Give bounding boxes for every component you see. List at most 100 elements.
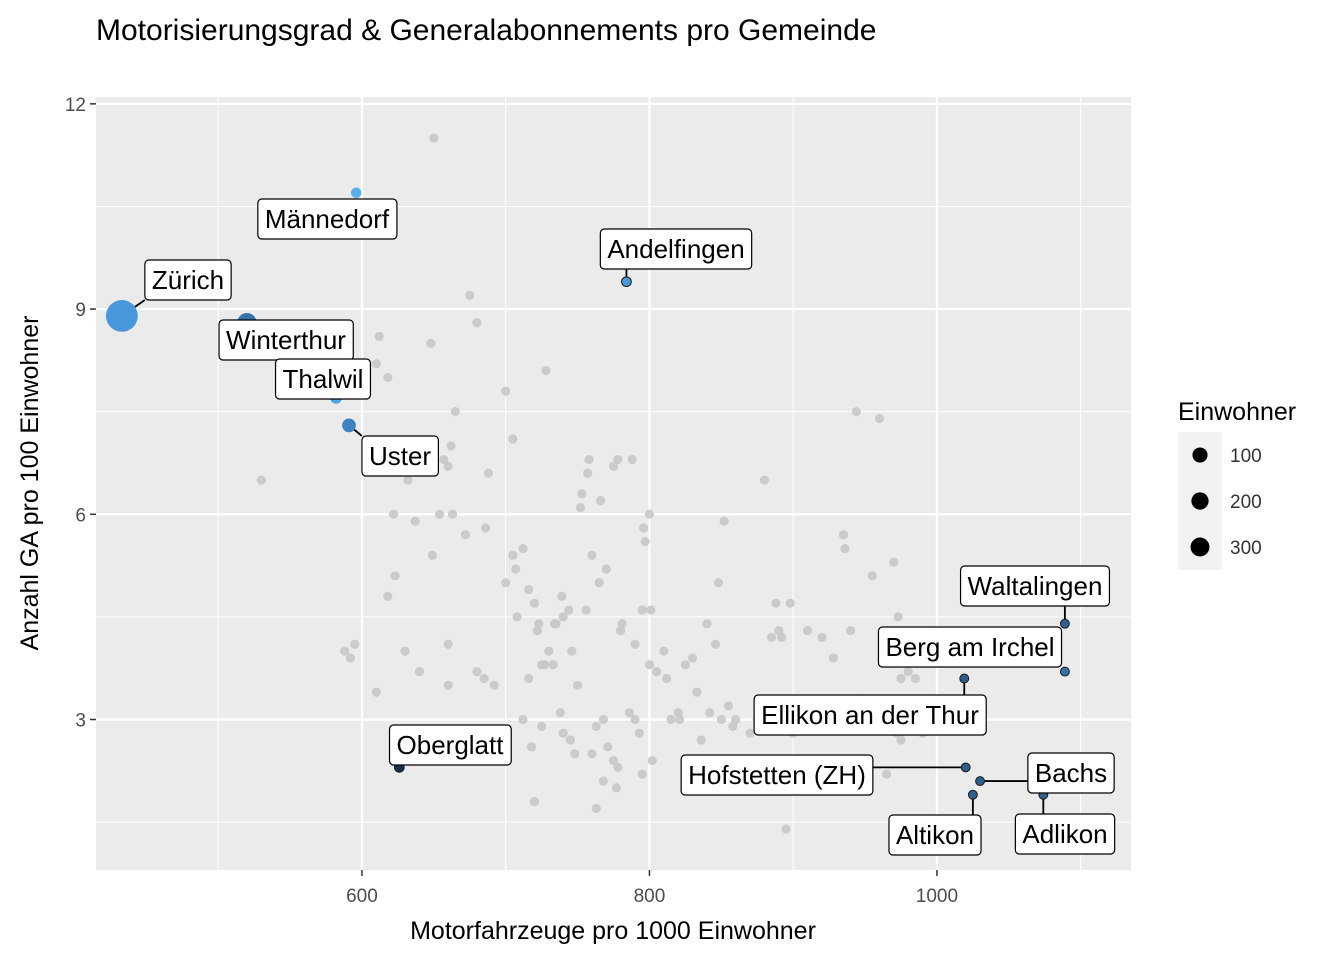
- point-label: Männedorf: [257, 198, 398, 240]
- data-point: [526, 742, 537, 752]
- data-point: [256, 475, 266, 485]
- axes: 600 800 1000 3 6 9 12: [65, 95, 958, 907]
- point-label-text: Bachs: [1035, 758, 1107, 788]
- data-point: [889, 557, 899, 567]
- point-label-box: [680, 754, 874, 796]
- legend-title: Einwohner: [1178, 398, 1296, 426]
- legend-label: 100: [1230, 446, 1262, 467]
- data-point: [400, 646, 410, 656]
- data-point: [524, 584, 534, 595]
- data-point: [443, 461, 453, 471]
- data-point: [867, 571, 877, 581]
- data-point: [340, 646, 350, 656]
- data-point: [893, 612, 903, 622]
- data-point: [639, 523, 649, 533]
- data-point: [450, 407, 460, 417]
- highlighted-point: [105, 299, 138, 332]
- data-point: [616, 625, 626, 636]
- data-point: [480, 523, 491, 533]
- point-label-box: [274, 358, 372, 400]
- point-label-text: Oberglatt: [397, 730, 505, 760]
- data-point: [781, 824, 791, 834]
- data-point: [666, 714, 676, 725]
- point-label-box: [388, 724, 512, 766]
- point-label-box: [361, 435, 439, 477]
- data-point: [434, 509, 445, 519]
- point-label-box: [599, 228, 753, 270]
- data-point: [587, 749, 597, 759]
- data-point: [723, 701, 734, 711]
- data-point: [508, 434, 518, 444]
- point-label: Adlikon: [1014, 813, 1116, 855]
- point-label: Hofstetten (ZH): [680, 754, 874, 796]
- highlighted-point: [959, 673, 970, 684]
- point-label-box: [959, 565, 1111, 607]
- point-label: Oberglatt: [388, 724, 512, 766]
- point-label-box: [877, 626, 1063, 668]
- data-point: [646, 605, 656, 615]
- data-point: [662, 673, 672, 684]
- data-point: [537, 721, 547, 731]
- data-point: [627, 454, 637, 465]
- data-point: [584, 454, 594, 465]
- data-point: [383, 591, 393, 601]
- data-point: [647, 755, 657, 766]
- data-point: [403, 475, 413, 485]
- data-point: [767, 632, 777, 643]
- point-label-text: Männedorf: [265, 204, 390, 234]
- point-label: Altikon: [888, 814, 982, 856]
- data-point: [771, 598, 781, 608]
- data-point: [427, 550, 437, 560]
- data-point: [896, 673, 906, 684]
- legend-size-marker: [1191, 492, 1209, 510]
- data-point: [710, 639, 721, 649]
- data-point: [617, 619, 627, 629]
- data-point: [460, 530, 471, 540]
- data-point: [577, 489, 587, 499]
- point-label-text: Thalwil: [283, 364, 364, 394]
- data-point: [443, 639, 453, 649]
- data-point: [608, 755, 619, 766]
- data-point: [630, 714, 640, 725]
- data-point: [644, 509, 655, 519]
- data-point: [652, 667, 662, 677]
- legend-size-marker: [1192, 447, 1208, 463]
- chart-title: Motorisierungsgrad & Generalabonnements …: [96, 14, 876, 47]
- data-point: [539, 660, 550, 670]
- data-point: [785, 598, 795, 608]
- data-point: [896, 735, 906, 745]
- data-point: [840, 543, 850, 554]
- data-point: [581, 605, 591, 615]
- data-point: [680, 660, 690, 670]
- legend-label: 200: [1230, 492, 1262, 513]
- data-point: [472, 667, 482, 677]
- data-point: [630, 639, 640, 649]
- point-label: Andelfingen: [599, 228, 753, 270]
- data-point: [719, 516, 729, 526]
- x-tick-label: 800: [634, 886, 666, 907]
- point-label: Waltalingen: [959, 565, 1111, 607]
- point-label-text: Waltalingen: [968, 571, 1103, 601]
- point-label-box: [888, 814, 982, 856]
- data-point: [508, 550, 518, 560]
- data-point: [675, 714, 685, 725]
- point-label-box: [1027, 752, 1115, 794]
- data-point: [777, 632, 787, 643]
- highlighted-point: [975, 776, 986, 787]
- data-point: [583, 468, 593, 478]
- data-point: [518, 543, 528, 554]
- point-label-text: Berg am Irchel: [885, 632, 1054, 662]
- x-tick-label: 1000: [916, 886, 958, 907]
- data-point: [731, 714, 741, 725]
- point-label-text: Andelfingen: [607, 234, 744, 264]
- point-label: Thalwil: [274, 358, 372, 400]
- data-point: [567, 646, 577, 656]
- data-point: [910, 673, 920, 684]
- point-label: Ellikon an der Thur: [753, 694, 987, 736]
- point-label-text: Adlikon: [1022, 819, 1107, 849]
- highlighted-point: [1059, 618, 1070, 629]
- data-point: [390, 571, 400, 581]
- y-tick-label: 9: [75, 300, 86, 321]
- data-point: [371, 359, 381, 369]
- data-point: [713, 578, 724, 588]
